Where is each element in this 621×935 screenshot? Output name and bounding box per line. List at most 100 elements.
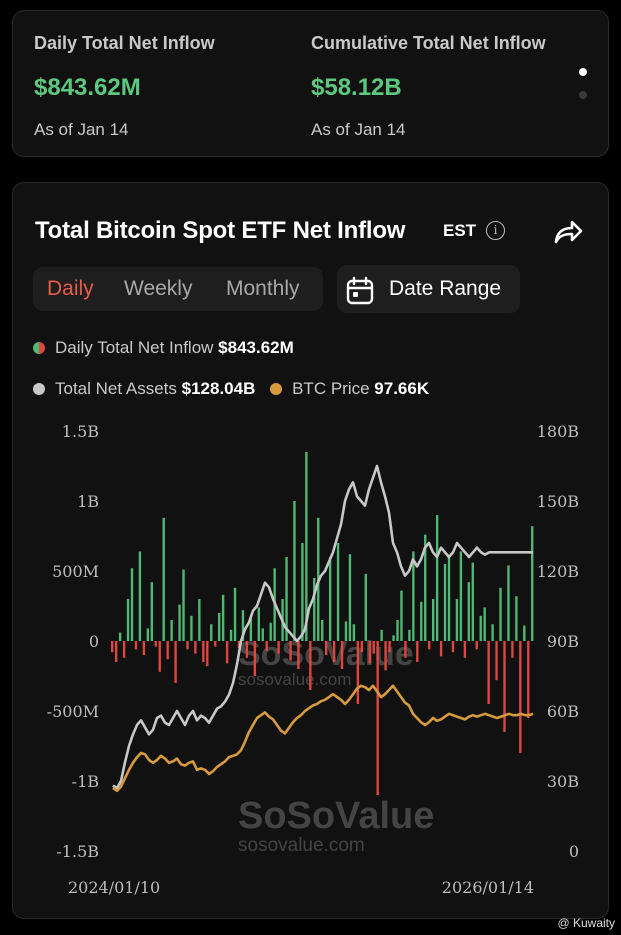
inflow-bar [249,618,253,641]
cumulative-inflow-stat: Cumulative Total Net Inflow $58.12B As o… [311,33,546,140]
inflow-bar [380,629,383,641]
inflow-bar [293,501,296,641]
inflow-bar [170,620,173,641]
inflow-bar [511,641,514,658]
left-axis-tick: 500M [52,562,99,581]
inflow-bar [495,641,498,681]
inflow-bar [439,641,443,657]
inflow-bar [261,628,264,641]
inflow-bar [507,565,510,641]
right-axis-tick: 150B [537,492,579,511]
legend-assets-label: Total Net Assets [55,379,177,398]
inflow-bar [388,641,391,653]
inflow-bar [420,601,423,641]
inflow-bar [447,557,451,641]
left-axis-tick: -500M [47,702,99,721]
inflow-bar [301,543,304,641]
inflow-bar [408,629,411,641]
inflow-bar [499,587,502,641]
inflow-bar [229,629,233,641]
date-range-button[interactable]: Date Range [337,265,520,313]
legend-inflow-dot [33,342,45,354]
inflow-bar [364,573,367,641]
inflow-bar [324,641,328,655]
inflow-bar [146,628,150,641]
inflow-bar [352,624,356,641]
inflow-bar [134,641,138,650]
right-axis-tick: 60B [547,702,579,721]
inflow-bar [412,551,415,641]
x-axis-end-label: 2026/01/14 [442,878,534,897]
right-axis-tick: 120B [537,562,579,581]
tab-daily[interactable]: Daily [47,277,94,300]
inflow-bar [269,622,272,641]
legend-btc-value: 97.66K [374,379,430,398]
inflow-bar [111,641,114,653]
left-axis-tick: 1.5B [62,422,99,441]
interval-tabs: Daily Weekly Monthly [33,267,323,311]
inflow-bar [158,641,161,672]
inflow-chart: 1.5B 1B 500M 0 -500M -1B -1.5B 180B 150B 120B 90B 6… [47,422,579,897]
daily-inflow-value: $843.62M [34,74,141,101]
inflow-bar [182,569,185,641]
inflow-bar [372,641,375,654]
carousel-dot-active[interactable] [579,68,587,76]
inflow-bar [376,641,379,795]
inflow-bar [483,607,486,641]
inflow-bar [368,641,371,664]
cumulative-inflow-label: Cumulative Total Net Inflow [311,33,546,53]
daily-inflow-stat: Daily Total Net Inflow $843.62M As of Ja… [34,33,215,140]
legend-assets-dot [33,383,45,395]
share-icon[interactable] [553,219,583,250]
inflow-bar [178,604,181,641]
legend-daily-inflow: Daily Total Net Inflow $843.62M [33,338,294,358]
carousel-dot[interactable] [579,91,587,99]
right-axis-tick: 0 [569,842,579,861]
inflow-bar [166,641,169,660]
inflow-bar [400,590,403,641]
inflow-bar [459,551,463,641]
date-range-label: Date Range [389,277,502,300]
left-axis-tick: 0 [89,632,99,651]
right-axis-tick: 30B [547,772,579,791]
legend-inflow-value: $843.62M [218,338,294,357]
inflow-bar [217,613,221,641]
inflow-bar [174,641,177,683]
inflow-bar [431,599,435,641]
inflow-bar [428,641,431,650]
inflow-bar [515,596,518,641]
inflow-bar [487,641,490,704]
right-axis-tick: 180B [537,422,579,441]
info-icon[interactable]: i [486,221,505,240]
inflow-bar [531,526,534,641]
inflow-bar [451,641,455,653]
inflow-bar [455,599,459,641]
inflow-bar [237,641,241,648]
tab-weekly[interactable]: Weekly [124,277,193,300]
legend-btc-dot [270,383,283,395]
legend-assets-btc: Total Net Assets $128.04B BTC Price 97.6… [33,379,429,399]
right-axis-tick: 90B [547,632,579,651]
inflow-bar [245,641,249,658]
tab-monthly[interactable]: Monthly [226,277,300,300]
inflow-bar [118,632,122,641]
inflow-bar [241,610,245,641]
inflow-bar [265,641,268,651]
btc-price-line [112,684,534,793]
inflow-bar [233,587,237,641]
inflow-bar [114,641,118,662]
inflow-bar [210,624,213,641]
inflow-bar [285,557,288,641]
cumulative-inflow-value: $58.12B [311,74,402,101]
inflow-bar [424,534,427,641]
inflow-bar [475,641,478,650]
watermark-url-lower: sosovalue.com [238,835,365,856]
inflow-bar [313,578,316,641]
inflow-bar [309,641,312,690]
inflow-bar [527,641,530,718]
total-net-assets-line [112,464,533,790]
inflow-bar [142,641,146,655]
inflow-bar [277,641,280,654]
inflow-bar [332,641,336,662]
inflow-bar [491,624,494,641]
